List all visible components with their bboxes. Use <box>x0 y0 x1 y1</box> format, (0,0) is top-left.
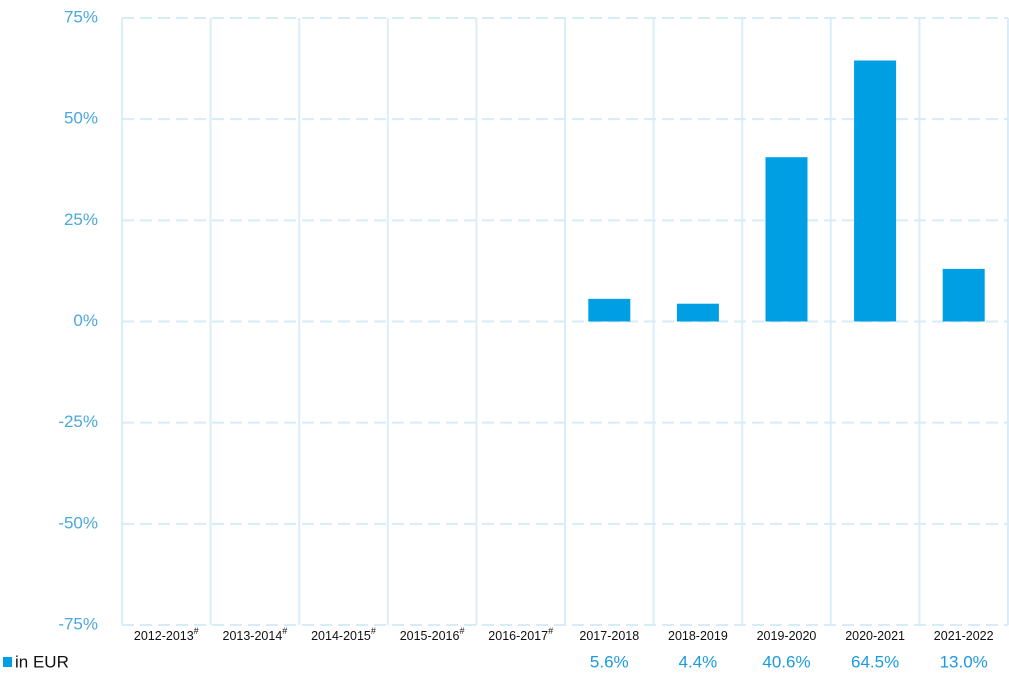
y-tick-label: -75% <box>58 614 98 633</box>
x-tick-label: 2018-2019 <box>668 629 728 643</box>
category-note: # <box>548 626 553 636</box>
x-tick-label: 2013-2014# <box>223 626 288 643</box>
x-tick-label: 2016-2017# <box>488 626 553 643</box>
x-tick-label: 2019-2020 <box>757 629 817 643</box>
y-tick-label: 75% <box>64 7 98 26</box>
category: 2020-2021 <box>845 629 905 643</box>
value-label: 13.0% <box>940 652 988 671</box>
category-note: # <box>194 626 199 636</box>
y-tick-label: 50% <box>64 109 98 128</box>
x-tick-label: 2020-2021 <box>845 629 905 643</box>
bar <box>588 298 631 322</box>
category: 2013-2014 <box>223 629 283 643</box>
category: 2017-2018 <box>579 629 639 643</box>
value-label: 4.4% <box>679 652 718 671</box>
value-label: 64.5% <box>851 652 899 671</box>
bar <box>676 303 719 322</box>
value-label: 5.6% <box>590 652 629 671</box>
category: 2018-2019 <box>668 629 728 643</box>
bar <box>854 60 897 322</box>
bar <box>765 157 808 322</box>
y-tick-label: -50% <box>58 513 98 532</box>
category-note: # <box>371 626 376 636</box>
y-tick-label: 25% <box>64 210 98 229</box>
category-note: # <box>459 626 464 636</box>
x-tick-label: 2012-2013# <box>134 626 199 643</box>
y-tick-label: 0% <box>73 311 98 330</box>
category: 2015-2016 <box>400 629 460 643</box>
x-tick-label: 2021-2022 <box>934 629 994 643</box>
category: 2021-2022 <box>934 629 994 643</box>
legend-swatch <box>3 657 12 667</box>
x-tick-label: 2015-2016# <box>400 626 465 643</box>
category: 2019-2020 <box>757 629 817 643</box>
category-note: # <box>282 626 287 636</box>
value-label: 40.6% <box>762 652 810 671</box>
x-tick-label: 2014-2015# <box>311 626 376 643</box>
bar <box>942 268 985 322</box>
category: 2012-2013 <box>134 629 194 643</box>
category: 2014-2015 <box>311 629 371 643</box>
x-tick-label: 2017-2018 <box>579 629 639 643</box>
category: 2016-2017 <box>488 629 548 643</box>
y-tick-label: -25% <box>58 412 98 431</box>
legend-label: in EUR <box>15 652 69 671</box>
